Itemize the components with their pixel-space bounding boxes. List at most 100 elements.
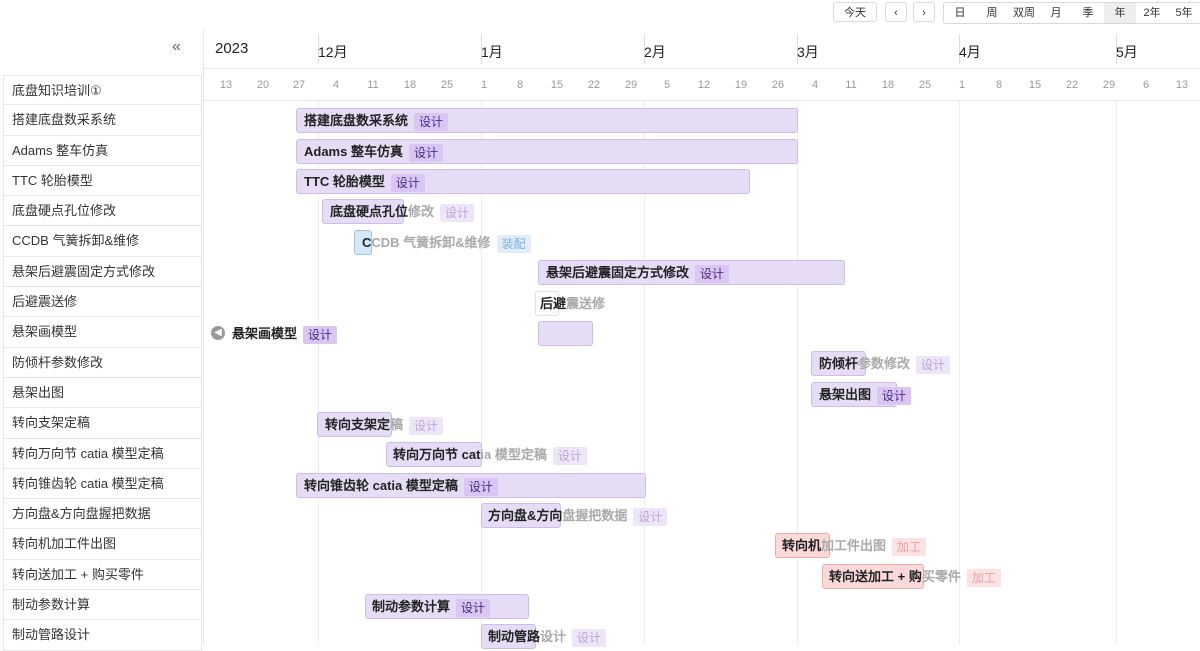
grid-line (481, 101, 482, 644)
task-row[interactable]: 底盘硬点孔位修改 (3, 196, 202, 227)
task-bar[interactable] (365, 594, 529, 619)
task-row[interactable]: 搭建底盘数采系统 (3, 105, 202, 136)
task-bar-label: 制动参数计算 设计 (372, 594, 491, 619)
month-divider (959, 34, 960, 64)
task-bar[interactable] (481, 503, 561, 528)
task-row[interactable]: 转向锥齿轮 catia 模型定稿 (3, 468, 202, 500)
task-bar[interactable] (538, 321, 593, 346)
view-quarter[interactable]: 季 (1082, 7, 1094, 19)
task-list: 底盘知识培训① 搭建底盘数采系统 Adams 整车仿真 TTC 轮胎模型 底盘硬… (3, 75, 202, 651)
task-row[interactable]: 转向送加工 + 购买零件 (3, 559, 202, 591)
grid-line (797, 101, 798, 644)
task-row[interactable]: 转向机加工件出图 (3, 529, 202, 560)
task-name-overflow: 设计 (540, 629, 567, 644)
task-row[interactable]: 悬架画模型 (3, 317, 202, 348)
day-label: 22 (1065, 79, 1079, 91)
day-label: 1 (480, 79, 488, 91)
task-bar[interactable] (296, 139, 798, 164)
task-row[interactable]: 底盘知识培训① (3, 75, 202, 106)
task-bar[interactable] (538, 260, 845, 285)
task-name: 悬架出图 (819, 387, 872, 402)
task-name-overflow: 震送修 (566, 296, 606, 311)
task-name-inside: C (362, 235, 372, 250)
chevron-left-icon[interactable]: ‹ (885, 2, 907, 22)
task-bar-label: 方向盘&方向盘握把数据 设计 (488, 503, 668, 528)
day-label: 27 (292, 79, 306, 91)
task-row[interactable]: 制动参数计算 (3, 590, 202, 621)
arrow-left-icon[interactable]: ◀ (211, 326, 225, 340)
task-bar[interactable] (775, 533, 830, 558)
task-name-inside: 防倾杆 (819, 356, 859, 371)
task-name-overflow: 买零件 (921, 569, 961, 584)
task-bar[interactable] (296, 169, 750, 194)
task-row[interactable]: 转向支架定稿 (3, 408, 202, 439)
task-row[interactable]: Adams 整车仿真 (3, 135, 202, 166)
day-label: 11 (845, 79, 857, 91)
today-button[interactable]: 今天 (833, 2, 877, 22)
task-name-overflow: 加工件出图 (821, 538, 887, 553)
view-week[interactable]: 周 (986, 7, 998, 19)
task-bar[interactable] (811, 351, 866, 376)
task-tag: 设计 (409, 416, 444, 435)
day-label: 20 (256, 79, 270, 91)
day-label: 1 (958, 79, 966, 91)
task-row[interactable]: CCDB 气簧拆卸&维修 (3, 226, 202, 257)
grid-line (1116, 101, 1117, 644)
day-label: 18 (403, 79, 417, 91)
task-bar-label: Adams 整车仿真 设计 (304, 139, 443, 164)
task-bar-label: 防倾杆参数修改 设计 (819, 351, 951, 376)
task-bar[interactable] (535, 291, 559, 316)
task-row[interactable]: 防倾杆参数修改 (3, 347, 202, 378)
task-row[interactable]: 后避震送修 (3, 287, 202, 318)
day-label: 8 (516, 79, 524, 91)
toolbar: 今天 ‹ › 日 周 双周 月 季 年 2年 5年 (0, 2, 1200, 24)
task-tag: 设计 (463, 477, 498, 496)
task-tag: 装配 (496, 234, 531, 253)
task-bar[interactable] (354, 230, 372, 255)
task-name: 搭建底盘数采系统 (304, 113, 409, 128)
task-row[interactable]: 悬架后避震固定方式修改 (3, 256, 202, 288)
task-name-inside: 底盘硬点孔位 (330, 204, 409, 219)
task-row[interactable]: TTC 轮胎模型 (3, 165, 202, 197)
task-bar-label: 悬架画模型 设计 (232, 321, 338, 346)
task-bar[interactable] (317, 412, 392, 437)
grid-line (318, 101, 319, 644)
day-label: 25 (440, 79, 454, 91)
view-year[interactable]: 年 (1104, 3, 1136, 23)
day-label: 5 (663, 79, 671, 91)
task-row[interactable]: 方向盘&方向盘握把数据 (3, 499, 202, 530)
task-tag: 加工 (966, 568, 1001, 587)
day-label: 22 (587, 79, 601, 91)
month-label: 1月 (481, 44, 503, 60)
task-bar[interactable] (822, 564, 924, 589)
day-label: 18 (881, 79, 895, 91)
day-label: 8 (995, 79, 1003, 91)
task-tag: 设计 (916, 355, 951, 374)
day-label: 15 (550, 79, 564, 91)
month-divider (318, 34, 319, 64)
task-bar-label: 底盘硬点孔位修改 设计 (330, 199, 475, 224)
task-name-inside: 转向机 (782, 538, 822, 553)
task-name: 悬架后避震固定方式修改 (546, 265, 690, 280)
task-name-overflow: 参数修改 (858, 356, 911, 371)
task-name: 悬架画模型 (232, 326, 298, 341)
view-day[interactable]: 日 (954, 7, 966, 19)
task-bar[interactable] (296, 108, 798, 133)
view-month[interactable]: 月 (1050, 7, 1062, 19)
task-bar[interactable] (322, 199, 404, 224)
task-bar[interactable] (386, 442, 482, 467)
task-row[interactable]: 悬架出图 (3, 377, 202, 409)
view-2year[interactable]: 2年 (1143, 7, 1161, 19)
task-bar-label: CCDB 气簧拆卸&维修 装配 (362, 230, 531, 255)
task-row[interactable]: 转向万向节 catia 模型定稿 (3, 438, 202, 469)
task-row[interactable]: 制动管路设计 (3, 620, 202, 651)
view-5year[interactable]: 5年 (1175, 7, 1193, 19)
month-label: 5月 (1116, 44, 1138, 60)
task-name-overflow: 盘握把数据 (562, 508, 628, 523)
header-divider (204, 100, 1200, 101)
double-chevron-left-icon[interactable]: « (172, 38, 181, 55)
task-name-inside: 转向送加工 + 购 (829, 569, 922, 584)
chevron-right-icon[interactable]: › (913, 2, 935, 22)
view-biweek[interactable]: 双周 (1013, 7, 1035, 19)
year-label: 2023 (215, 40, 249, 57)
